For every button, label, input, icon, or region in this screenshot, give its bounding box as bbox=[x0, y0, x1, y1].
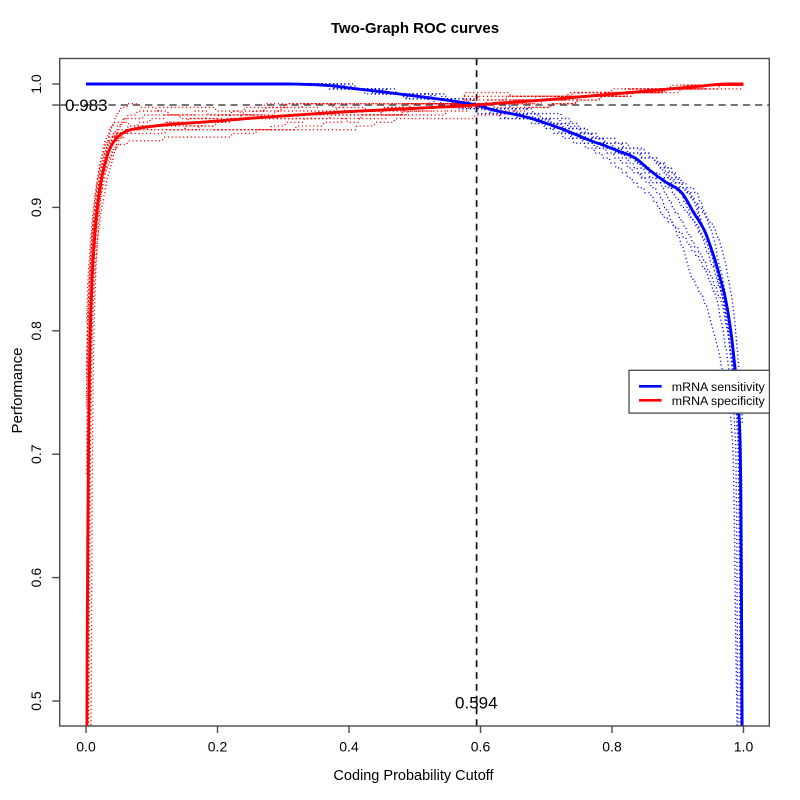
svg-text:0.0: 0.0 bbox=[76, 739, 96, 755]
svg-text:0.9: 0.9 bbox=[28, 197, 44, 217]
svg-text:1.0: 1.0 bbox=[734, 739, 754, 755]
svg-text:1.0: 1.0 bbox=[28, 74, 44, 94]
svg-text:Performance: Performance bbox=[9, 348, 26, 434]
svg-text:0.7: 0.7 bbox=[28, 444, 44, 464]
svg-text:0.8: 0.8 bbox=[602, 739, 622, 755]
svg-text:0.4: 0.4 bbox=[339, 739, 359, 755]
svg-text:Coding Probability Cutoff: Coding Probability Cutoff bbox=[333, 768, 494, 784]
svg-text:0.8: 0.8 bbox=[28, 321, 44, 341]
svg-text:0.594: 0.594 bbox=[455, 693, 498, 712]
svg-text:mRNA sensitivity: mRNA sensitivity bbox=[672, 380, 766, 394]
svg-text:Two-Graph ROC curves: Two-Graph ROC curves bbox=[331, 20, 499, 37]
svg-text:0.6: 0.6 bbox=[28, 568, 44, 588]
svg-text:0.5: 0.5 bbox=[28, 691, 44, 711]
svg-text:mRNA specificity: mRNA specificity bbox=[672, 394, 766, 408]
svg-text:0.2: 0.2 bbox=[208, 739, 228, 755]
svg-text:0.6: 0.6 bbox=[471, 739, 491, 755]
svg-text:0.983: 0.983 bbox=[65, 96, 108, 115]
